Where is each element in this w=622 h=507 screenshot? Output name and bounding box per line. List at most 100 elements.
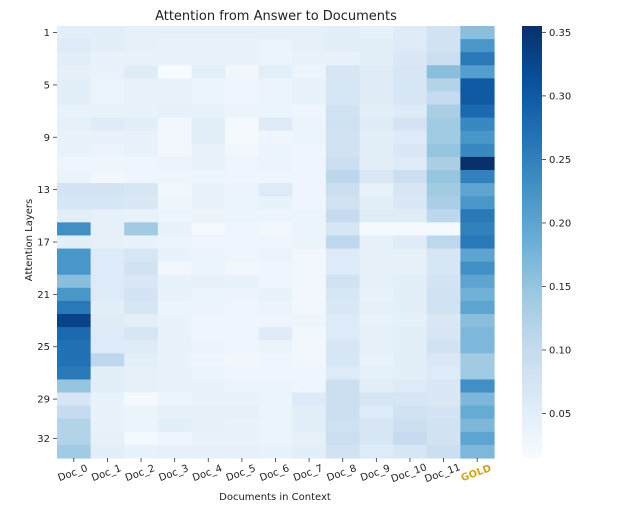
heat-cell xyxy=(57,248,92,263)
heat-cell xyxy=(426,65,461,79)
heat-cell xyxy=(325,196,361,210)
heat-cell xyxy=(460,130,495,145)
heat-cell xyxy=(292,65,327,79)
heat-cell xyxy=(359,117,394,132)
heat-cell xyxy=(225,104,260,119)
heat-cell xyxy=(157,314,193,328)
heat-cell xyxy=(460,444,495,459)
heat-cell xyxy=(292,235,327,250)
heat-cell xyxy=(124,248,159,263)
heat-cell xyxy=(460,340,495,354)
x-tick-label: Doc_11 xyxy=(423,462,462,485)
heat-cell xyxy=(258,52,293,66)
heat-cell xyxy=(157,130,193,145)
heat-cell xyxy=(426,26,461,40)
heat-cell xyxy=(258,143,293,158)
heat-cell xyxy=(57,274,92,289)
heat-cell xyxy=(124,366,159,381)
heat-cell xyxy=(460,392,495,407)
heat-cell xyxy=(191,300,226,315)
heat-cell xyxy=(124,52,159,66)
heat-cell xyxy=(191,52,226,66)
heat-cell xyxy=(191,287,226,302)
colorbar: 0.05 0.10 0.15 0.20 0.25 0.30 0.35 xyxy=(522,26,571,458)
x-tick-label: Doc_8 xyxy=(326,463,359,484)
heat-cell xyxy=(393,379,428,394)
heat-cell xyxy=(124,143,159,158)
heat-cell xyxy=(325,444,361,459)
heat-cell xyxy=(57,91,92,106)
heat-cell xyxy=(325,104,361,119)
heat-cell xyxy=(359,209,394,223)
heat-cell xyxy=(393,183,428,197)
heat-cell xyxy=(393,431,428,446)
heat-cell xyxy=(191,340,226,354)
heat-cell xyxy=(157,431,193,446)
heat-cell xyxy=(124,431,159,446)
heat-cell xyxy=(426,183,461,197)
heat-cell xyxy=(393,156,428,171)
heat-cell xyxy=(191,274,226,289)
heat-cell xyxy=(225,143,260,158)
heat-cell xyxy=(359,156,394,171)
heat-cell xyxy=(225,156,260,171)
heat-cell xyxy=(57,379,92,394)
heat-cell xyxy=(393,209,428,223)
heat-cell xyxy=(57,209,92,223)
heat-cell xyxy=(225,366,260,381)
heat-cell xyxy=(157,209,193,223)
colorbar-tick-label: 0.05 xyxy=(549,409,571,420)
heat-cell xyxy=(460,261,495,276)
colorbar-tick-label: 0.30 xyxy=(549,91,571,102)
heat-cell xyxy=(426,314,461,328)
heat-cell xyxy=(225,261,260,276)
heat-cell xyxy=(460,418,495,433)
heat-cell xyxy=(57,196,92,210)
heat-cell xyxy=(90,327,125,341)
heat-cell xyxy=(258,39,293,53)
heat-cell xyxy=(325,248,361,263)
heat-cell xyxy=(157,287,193,302)
heat-cell xyxy=(325,235,361,250)
heat-cell xyxy=(393,340,428,354)
heat-cell xyxy=(292,340,327,354)
heat-cell xyxy=(393,418,428,433)
heat-cell xyxy=(359,170,394,184)
heat-cell xyxy=(57,431,92,446)
heat-cell xyxy=(325,431,361,446)
heat-cell xyxy=(57,26,92,40)
heat-cell xyxy=(325,261,361,276)
heat-cell xyxy=(225,235,260,250)
heat-cell xyxy=(90,65,125,79)
heat-cell xyxy=(292,405,327,420)
heat-cell xyxy=(225,196,260,210)
heat-cell xyxy=(90,353,125,367)
heat-cell xyxy=(90,143,125,158)
heat-cell xyxy=(124,78,159,93)
heat-cell xyxy=(258,130,293,145)
heat-cell xyxy=(292,209,327,223)
heat-cell xyxy=(90,418,125,433)
heat-cell xyxy=(225,405,260,420)
heat-cell xyxy=(393,392,428,407)
heat-cell xyxy=(359,379,394,394)
heat-cell xyxy=(460,287,495,302)
heat-cell xyxy=(393,353,428,367)
heat-cell xyxy=(359,261,394,276)
heat-cell xyxy=(359,274,394,289)
heat-cell xyxy=(258,196,293,210)
heat-cell xyxy=(90,170,125,184)
heat-cell xyxy=(124,196,159,210)
heat-cell xyxy=(157,444,193,459)
heat-cell xyxy=(124,444,159,459)
heat-cell xyxy=(325,170,361,184)
heat-cell xyxy=(124,392,159,407)
heat-cell xyxy=(426,248,461,263)
heat-cell xyxy=(57,222,92,237)
y-tick-label: 29 xyxy=(37,395,50,406)
heat-cell xyxy=(393,405,428,420)
heat-cell xyxy=(225,52,260,66)
heat-cell xyxy=(90,274,125,289)
heat-cell xyxy=(225,431,260,446)
heat-cell xyxy=(393,261,428,276)
